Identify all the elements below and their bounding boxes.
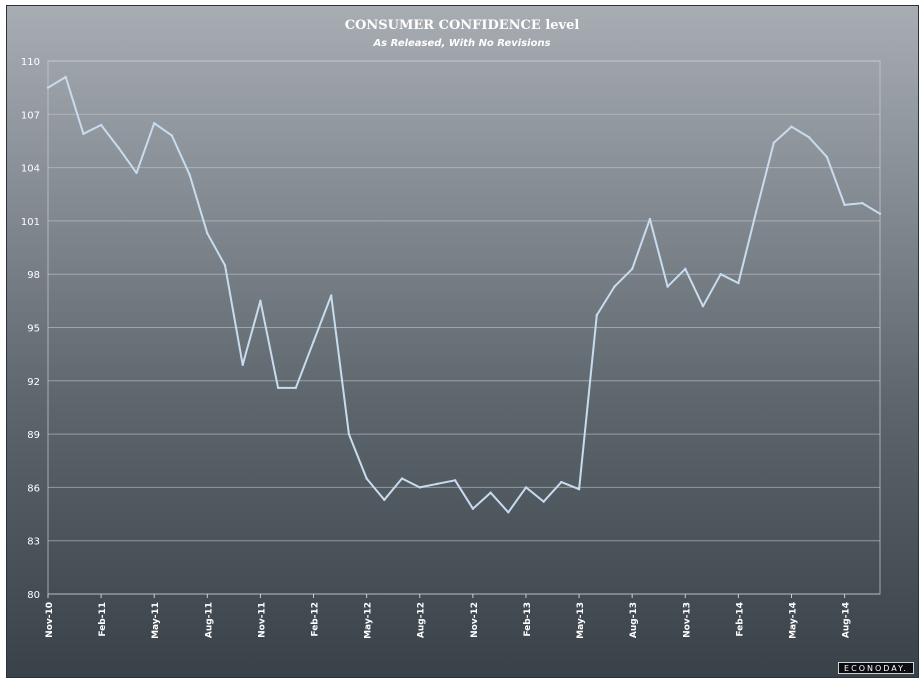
- data-point: [666, 285, 669, 288]
- x-tick-label: May-13: [576, 602, 586, 639]
- x-tick-label: Aug-12: [417, 602, 427, 638]
- series-line: [47, 76, 881, 514]
- data-point: [276, 386, 280, 390]
- data-point: [560, 480, 563, 484]
- data-point: [772, 141, 775, 144]
- data-point: [524, 486, 528, 489]
- y-tick-label: 83: [27, 537, 40, 548]
- data-point: [99, 123, 103, 127]
- x-tick-label: Nov-12: [470, 602, 480, 638]
- data-point: [259, 299, 262, 303]
- data-point: [153, 121, 156, 125]
- x-tick-label: Aug-11: [204, 602, 214, 638]
- x-tick-label: May-12: [364, 602, 374, 639]
- data-point: [135, 171, 138, 175]
- data-point: [878, 212, 882, 215]
- x-axis: Nov-10 Feb-11 May-11 Aug-11 Nov-11 Feb-12 May-…: [45, 594, 852, 639]
- data-point: [754, 210, 758, 214]
- data-point: [453, 479, 457, 482]
- x-tick-label: Nov-11: [257, 602, 267, 638]
- y-axis: 80 83 86 89 92 95 98 101 104 107 110: [21, 57, 40, 601]
- data-point: [294, 386, 298, 390]
- x-tick-label: May-11: [151, 602, 161, 639]
- data-point: [843, 203, 846, 207]
- x-tick-label: Feb-14: [735, 602, 745, 637]
- x-tick-label: Feb-12: [311, 602, 321, 637]
- x-tick-label: Nov-13: [682, 602, 692, 638]
- data-point: [630, 267, 634, 271]
- chart-subtitle: As Released, With No Revisions: [373, 38, 551, 49]
- data-point: [312, 340, 315, 343]
- data-point: [46, 86, 50, 89]
- data-point: [365, 477, 368, 480]
- data-point: [64, 75, 67, 79]
- data-point: [241, 363, 244, 367]
- y-tick-label: 107: [21, 110, 40, 121]
- y-tick-label: 110: [21, 57, 40, 68]
- gridlines: [47, 60, 881, 595]
- data-point: [542, 500, 545, 503]
- y-tick-label: 95: [27, 324, 40, 335]
- y-tick-label: 98: [27, 270, 40, 281]
- data-point: [648, 217, 652, 221]
- chart-title: CONSUMER CONFIDENCE level: [344, 18, 580, 33]
- data-point: [347, 432, 351, 436]
- data-point: [489, 491, 492, 494]
- data-point: [188, 173, 191, 176]
- data-point: [223, 264, 227, 267]
- x-tick-label: Aug-14: [842, 602, 852, 638]
- data-point: [330, 294, 333, 297]
- data-point: [117, 146, 121, 150]
- data-point: [577, 487, 581, 491]
- x-tick-label: Aug-13: [629, 602, 639, 638]
- y-tick-label: 92: [27, 377, 40, 388]
- data-point: [719, 273, 722, 276]
- data-point: [471, 507, 475, 510]
- y-tick-label: 86: [27, 483, 40, 494]
- data-point: [613, 285, 616, 288]
- data-point: [790, 125, 793, 128]
- data-point: [436, 482, 439, 486]
- y-tick-label: 104: [21, 164, 40, 175]
- data-point: [507, 511, 510, 514]
- chart-background: [6, 5, 919, 678]
- data-point: [701, 304, 705, 308]
- data-point: [82, 132, 85, 136]
- data-point: [170, 134, 174, 137]
- y-tick-label: 101: [21, 217, 40, 228]
- data-point: [684, 267, 687, 271]
- econoday-logo: ECONODAY.: [838, 662, 914, 674]
- y-tick-label: 89: [27, 430, 40, 441]
- data-point: [737, 281, 740, 285]
- y-tick-label: 80: [27, 590, 40, 601]
- x-tick-label: Feb-13: [523, 602, 533, 637]
- data-point: [400, 477, 404, 480]
- data-point: [206, 232, 209, 235]
- x-tick-label: Feb-11: [98, 602, 108, 637]
- x-tick-label: Nov-10: [45, 602, 55, 638]
- data-point: [418, 486, 421, 489]
- data-point: [861, 201, 864, 205]
- x-tick-label: May-14: [788, 602, 798, 639]
- series-group: [46, 75, 882, 514]
- data-point: [825, 155, 829, 159]
- data-point: [807, 136, 811, 139]
- data-point: [595, 313, 598, 317]
- data-point: [383, 498, 386, 502]
